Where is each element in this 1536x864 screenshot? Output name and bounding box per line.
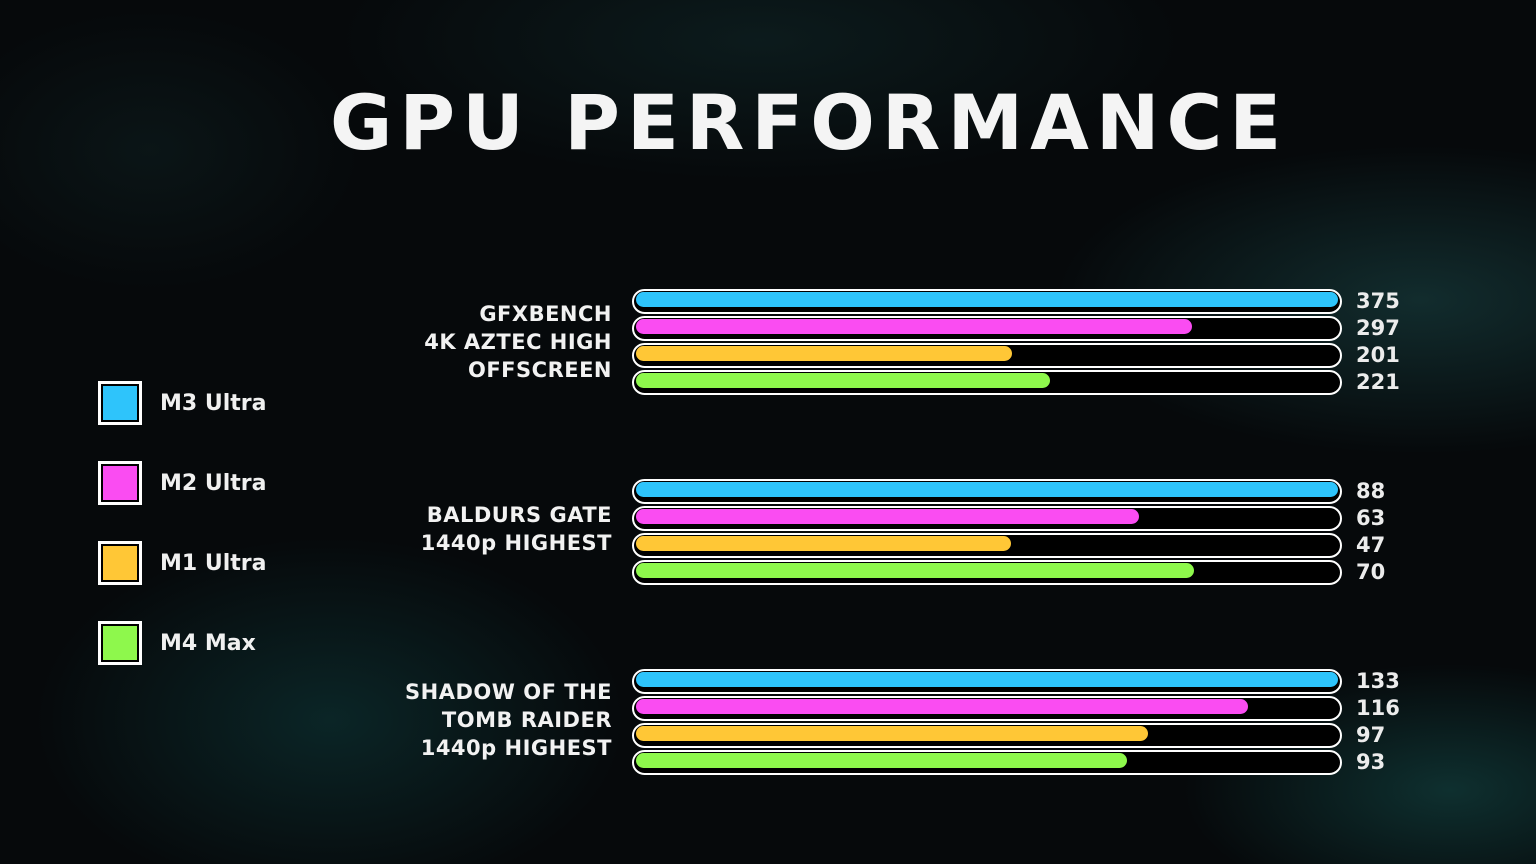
value-label: 116 <box>1356 696 1400 720</box>
legend-label: M4 Max <box>160 630 256 656</box>
value-label: 97 <box>1356 723 1386 747</box>
value-label: 88 <box>1356 479 1386 503</box>
legend-item-m3-ultra: M3 Ultra <box>98 378 266 428</box>
chart-title: GPU PERFORMANCE <box>330 78 1289 167</box>
legend-label: M3 Ultra <box>160 390 267 416</box>
legend-label: M1 Ultra <box>160 550 267 576</box>
legend-swatch-m2-ultra <box>98 461 142 505</box>
legend-item-m4-max: M4 Max <box>98 618 256 668</box>
value-label: 63 <box>1356 506 1386 530</box>
group-label: GFXBENCH 4K AZTEC HIGH OFFSCREEN <box>424 302 612 382</box>
legend-item-m2-ultra: M2 Ultra <box>98 458 266 508</box>
value-label: 297 <box>1356 316 1400 340</box>
value-label: 70 <box>1356 560 1386 584</box>
group-label: BALDURS GATE 1440p HIGHEST <box>420 503 612 555</box>
legend-swatch-m3-ultra <box>98 381 142 425</box>
value-label: 375 <box>1356 289 1400 313</box>
value-label: 47 <box>1356 533 1386 557</box>
value-label: 133 <box>1356 669 1400 693</box>
legend-swatch-m4-max <box>98 621 142 665</box>
value-label: 221 <box>1356 370 1400 394</box>
value-label: 93 <box>1356 750 1386 774</box>
value-label: 201 <box>1356 343 1400 367</box>
legend-item-m1-ultra: M1 Ultra <box>98 538 266 588</box>
legend-swatch-m1-ultra <box>98 541 142 585</box>
group-label: SHADOW OF THE TOMB RAIDER 1440p HIGHEST <box>405 680 612 760</box>
legend-label: M2 Ultra <box>160 470 267 496</box>
